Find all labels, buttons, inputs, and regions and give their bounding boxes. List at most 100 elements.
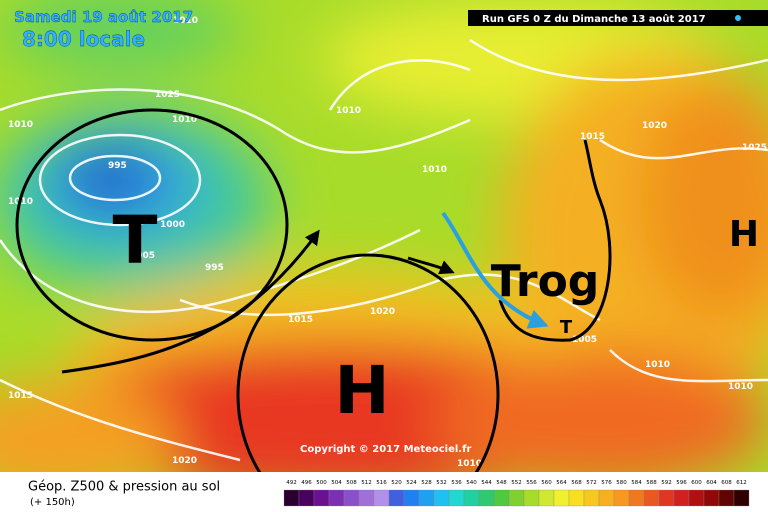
- isobar-label: 1020: [172, 456, 197, 466]
- colorbar-swatch: [688, 489, 705, 507]
- colorbar-swatch: [313, 489, 330, 507]
- isobar-label: 1010: [422, 165, 447, 175]
- colorbar-swatch: [658, 489, 675, 507]
- isobar-label: 1015: [580, 132, 605, 142]
- colorbar-swatch: [328, 489, 345, 507]
- colorbar-label: 548: [496, 480, 507, 486]
- colorbar-label: 560: [541, 480, 552, 486]
- colorbar-swatch: [358, 489, 375, 507]
- colorbar-label: 552: [511, 480, 522, 486]
- colorbar-swatch: [628, 489, 645, 507]
- colorbar-label: 556: [526, 480, 537, 486]
- trough-low-label: T: [560, 317, 573, 338]
- colorbar-swatch: [598, 489, 615, 507]
- isobar-label: 1010: [336, 106, 361, 116]
- colorbar-swatch: [448, 489, 465, 507]
- local-time: 8:00 locale: [22, 27, 145, 51]
- low-label: T: [112, 202, 157, 279]
- colorbar-label: 592: [661, 480, 672, 486]
- colorbar-swatch: [703, 489, 720, 507]
- colorbar-label: 528: [421, 480, 432, 486]
- footer-title: Géop. Z500 & pression au sol: [28, 480, 220, 495]
- colorbar-label: 524: [406, 480, 417, 486]
- colorbar-swatch: [463, 489, 480, 507]
- isobar-label: 1010: [173, 16, 198, 26]
- isobar-label: 1010: [645, 360, 670, 370]
- colorbar-label: 496: [301, 480, 312, 486]
- colorbar-label: 612: [736, 480, 747, 486]
- trough-label: Trog: [491, 256, 600, 307]
- isobar-label: 1005: [130, 251, 155, 261]
- run-info: Run GFS 0 Z du Dimanche 13 août 2017: [482, 13, 706, 25]
- isobar-label: 1000: [160, 220, 185, 230]
- colorbar-label: 564: [556, 480, 567, 486]
- colorbar-swatch: [343, 489, 360, 507]
- colorbar-swatch: [583, 489, 600, 507]
- colorbar-label: 588: [646, 480, 657, 486]
- colorbar-label: 572: [586, 480, 597, 486]
- colorbar-swatch: [568, 489, 585, 507]
- colorbar-label: 596: [676, 480, 687, 486]
- colorbar-swatch: [523, 489, 540, 507]
- isobar-label: 1010: [172, 115, 197, 125]
- colorbar-label: 604: [706, 480, 717, 486]
- trough-arrow: [441, 211, 549, 329]
- isobar-label: 1005: [572, 335, 597, 345]
- high-label: H: [729, 214, 759, 255]
- colorbar-swatch: [538, 489, 555, 507]
- colorbar-swatch: [283, 489, 300, 507]
- colorbar-label: 492: [286, 480, 297, 486]
- colorbar-swatch: [433, 489, 450, 507]
- isobar-label: 1015: [8, 391, 33, 401]
- isobar-label: 1020: [370, 307, 395, 317]
- colorbar-label: 580: [616, 480, 627, 486]
- colorbar-label: 512: [361, 480, 372, 486]
- isobar-label: 1025: [742, 143, 767, 153]
- colorbar-swatch: [478, 489, 495, 507]
- run-banner: [468, 10, 768, 26]
- colorbar-label: 504: [331, 480, 342, 486]
- colorbar-label: 600: [691, 480, 702, 486]
- colorbar-label: 540: [466, 480, 477, 486]
- valid-date: Samedi 19 août 2017: [14, 8, 193, 26]
- colorbar-label: 608: [721, 480, 732, 486]
- colorbar-label: 568: [571, 480, 582, 486]
- colorbar-swatch: [493, 489, 510, 507]
- colorbar-label: 500: [316, 480, 327, 486]
- isobars: [0, 38, 768, 462]
- colorbar-swatch: [388, 489, 405, 507]
- colorbar-label: 532: [436, 480, 447, 486]
- isobar-label: 1010: [728, 382, 753, 392]
- copyright: Copyright © 2017 Meteociel.fr: [300, 444, 471, 455]
- high-label: H: [334, 352, 389, 429]
- colorbar-label: 544: [481, 480, 492, 486]
- colorbar-swatch: [553, 489, 570, 507]
- footer-lead: (+ 150h): [30, 497, 75, 508]
- colorbar-label: 536: [451, 480, 462, 486]
- colorbar-label: 584: [631, 480, 642, 486]
- colorbar-swatch: [373, 489, 390, 507]
- colorbar-swatch: [418, 489, 435, 507]
- annotation-shapes: [15, 108, 612, 512]
- colorbar-swatch: [718, 489, 735, 507]
- colorbar-swatch: [673, 489, 690, 507]
- colorbar-swatch: [643, 489, 660, 507]
- isobar-label: 1020: [642, 121, 667, 131]
- colorbar-swatch: [508, 489, 525, 507]
- isobar-label: 1015: [288, 315, 313, 325]
- colorbar-label: 576: [601, 480, 612, 486]
- isobar-label: 995: [205, 263, 224, 273]
- colorbar-label: 520: [391, 480, 402, 486]
- isobar-label: 1010: [457, 459, 482, 469]
- colorbar-label: 516: [376, 480, 387, 486]
- colorbar-swatch: [403, 489, 420, 507]
- colorbar-swatch: [733, 489, 750, 507]
- isobar-label: 995: [108, 161, 127, 171]
- isobar-label: 1025: [155, 90, 180, 100]
- indicator: [735, 15, 741, 21]
- colorbar-label: 508: [346, 480, 357, 486]
- colorbar-swatch: [613, 489, 630, 507]
- colorbar-swatch: [298, 489, 315, 507]
- isobar-label: 1010: [8, 120, 33, 130]
